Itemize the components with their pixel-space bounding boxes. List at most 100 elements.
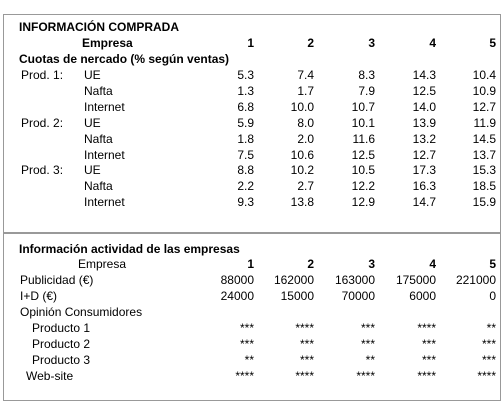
activity-value: 175000 (395, 273, 436, 287)
region-label: UE (84, 163, 101, 178)
region-label: Nafta (84, 179, 113, 194)
activity-box (3, 232, 501, 401)
rating: ** (365, 353, 375, 367)
share-value: 12.7 (412, 147, 436, 162)
subtitle: Cuotas de nercado (% según ventas) (19, 52, 230, 66)
row-label: Web-site (26, 369, 74, 383)
rating: **** (295, 321, 314, 335)
company-header: 1 (247, 36, 254, 50)
region-label: UE (84, 115, 101, 130)
company-header: 4 (429, 257, 436, 271)
row-label: Producto 2 (32, 337, 91, 351)
company-header: 2 (307, 36, 314, 50)
share-value: 12.5 (351, 147, 375, 162)
share-value: 14.0 (412, 99, 436, 114)
rating: **** (417, 321, 436, 335)
opinion-label: Opinión Consumidores (20, 305, 143, 319)
region-label: Internet (84, 195, 125, 210)
rating: **** (477, 369, 496, 383)
share-value: 1.3 (237, 83, 254, 98)
rating: *** (360, 321, 375, 335)
activity-value: 70000 (341, 289, 375, 303)
row-label: I+D (€) (20, 289, 58, 303)
rating: *** (239, 321, 254, 335)
rating: **** (417, 369, 436, 383)
share-value: 14.5 (472, 131, 496, 146)
header-label: Empresa (82, 36, 133, 50)
share-value: 14.3 (412, 68, 436, 82)
share-value: 9.3 (237, 195, 254, 210)
share-value: 2.0 (297, 131, 314, 146)
share-value: 6.8 (237, 99, 254, 114)
share-value: 10.9 (472, 83, 496, 98)
company-header: 4 (429, 36, 436, 50)
row-label: Producto 1 (32, 321, 91, 335)
share-value: 10.7 (351, 99, 375, 114)
share-value: 8.0 (297, 115, 314, 130)
activity-value: 6000 (409, 289, 436, 303)
share-value: 1.7 (297, 83, 314, 98)
activity-value: 24000 (220, 289, 254, 303)
share-value: 2.7 (297, 179, 314, 194)
company-header: 2 (307, 257, 314, 271)
share-value: 12.2 (351, 179, 375, 194)
share-value: 5.9 (237, 115, 254, 130)
company-header: 5 (489, 257, 496, 271)
rating: *** (360, 337, 375, 351)
share-value: 13.8 (290, 195, 314, 210)
activity-value: 88000 (220, 273, 254, 287)
share-value: 12.7 (472, 99, 496, 114)
region-label: Nafta (84, 83, 113, 98)
share-value: 10.5 (351, 163, 375, 178)
rating: *** (421, 337, 436, 351)
region-label: Internet (84, 147, 125, 162)
share-value: 11.6 (352, 131, 375, 146)
share-value: 2.2 (237, 179, 254, 194)
share-value: 12.9 (351, 195, 375, 210)
product-label: Prod. 2: (21, 115, 64, 130)
header-label: Empresa (78, 257, 127, 271)
share-value: 7.9 (358, 83, 375, 98)
region-label: Internet (84, 99, 125, 114)
company-header: 1 (247, 257, 254, 271)
rating: *** (481, 337, 496, 351)
share-value: 13.2 (412, 131, 436, 146)
rating: ** (486, 321, 496, 335)
share-value: 12.5 (412, 83, 436, 98)
company-header: 3 (368, 257, 375, 271)
share-value: 10.0 (290, 99, 314, 114)
share-value: 14.7 (412, 195, 436, 210)
activity-value: 221000 (455, 273, 496, 287)
share-value: 15.3 (472, 163, 496, 178)
company-header: 5 (489, 36, 496, 50)
share-value: 13.9 (412, 115, 436, 130)
region-label: UE (84, 68, 101, 82)
rating: **** (295, 369, 314, 383)
rating: **** (235, 369, 254, 383)
share-value: 7.4 (297, 68, 314, 82)
rating: *** (299, 337, 314, 351)
share-value: 17.3 (412, 163, 436, 178)
share-value: 10.2 (290, 163, 314, 178)
rating: ** (244, 353, 254, 367)
share-value: 13.7 (472, 147, 496, 162)
share-value: 16.3 (412, 179, 436, 194)
product-label: Prod. 3: (21, 163, 64, 178)
region-label: Nafta (84, 131, 113, 146)
rating: *** (299, 353, 314, 367)
activity-value: 163000 (334, 273, 375, 287)
share-value: 1.8 (237, 131, 254, 146)
share-value: 8.3 (358, 68, 375, 82)
purchased-box (3, 14, 501, 234)
rating: **** (356, 369, 375, 383)
activity-value: 15000 (280, 289, 314, 303)
share-value: 7.5 (237, 147, 254, 162)
company-header: 3 (368, 36, 375, 50)
row-label: Producto 3 (32, 353, 91, 367)
row-label: Publicidad (€) (20, 273, 94, 287)
rating: *** (481, 353, 496, 367)
share-value: 5.3 (237, 68, 254, 82)
section-title: INFORMACIÓN COMPRADA (19, 20, 179, 34)
share-value: 10.6 (290, 147, 314, 162)
section-title: Información actividad de las empresas (19, 242, 240, 256)
